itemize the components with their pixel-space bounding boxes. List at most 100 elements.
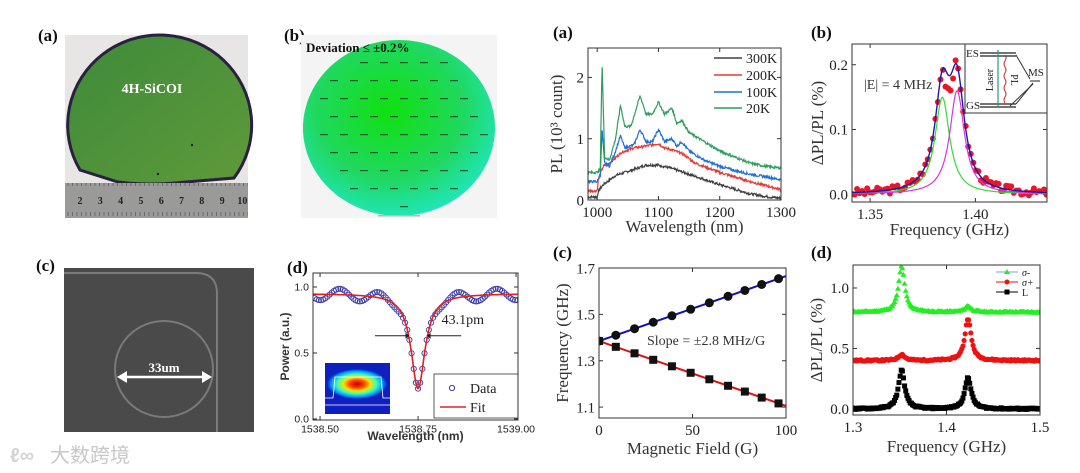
data-point: [453, 289, 460, 296]
energy-level-inset: ES GS MS Laser PL: [964, 43, 1048, 114]
axes-frame: [312, 272, 519, 421]
y-tick-label: 0.0: [294, 414, 309, 426]
measurement-point: [480, 134, 488, 136]
measurement-point: [370, 116, 378, 118]
ruler-number: 9: [220, 196, 225, 207]
decay-arrow: [1009, 83, 1034, 107]
data-point: [894, 285, 901, 291]
measurement-point: [420, 62, 428, 64]
data-point: [899, 368, 905, 374]
arrowhead-icon: [405, 332, 410, 339]
measurement-point: [430, 188, 438, 190]
ruler-number: 8: [199, 196, 204, 207]
x-tick-label: 1538.75: [399, 424, 437, 436]
data-point: [1036, 358, 1040, 364]
measurement-point: [380, 134, 388, 136]
data-point: [374, 288, 381, 296]
thickness-map-panel: (b) Deviation ≤ ±0.2%: [284, 26, 497, 218]
measurement-point: [320, 134, 328, 136]
deviation-title: Deviation ≤ ±0.2%: [306, 40, 409, 55]
measurement-point: [440, 170, 448, 172]
data-point: [968, 330, 974, 336]
data-point: [966, 376, 972, 382]
legend-label: 300K: [746, 52, 777, 67]
measurement-point: [390, 152, 398, 154]
ring-diameter-label: 33um: [148, 360, 179, 375]
y-tick-label: 0.0: [829, 187, 848, 203]
measurement-point: [440, 98, 448, 100]
photo-wafer-panel: (a) 4H-SiCOI 2 3 4 5 6 7 8 9 10: [38, 26, 254, 218]
measurement-point: [370, 152, 378, 154]
panel-label: (d): [811, 243, 832, 262]
x-tick-label: 50: [685, 423, 700, 439]
legend-label: 20K: [746, 102, 770, 117]
panel-label: (d): [287, 258, 308, 277]
measurement-point: [340, 134, 348, 136]
series-line-100K: [588, 127, 781, 185]
data-point: [315, 297, 322, 304]
y-tick-label: 0.5: [294, 348, 309, 360]
measurement-point: [460, 134, 468, 136]
data-point: [959, 398, 965, 404]
measurement-point: [400, 62, 408, 64]
data-point: [473, 298, 480, 305]
measurement-point: [410, 152, 418, 154]
measurement-point: [380, 98, 388, 100]
x-axis-label: Magnetic Field (G): [627, 439, 758, 458]
fit-line: [313, 293, 518, 390]
ruler-number: 4: [118, 196, 123, 207]
data-point: [894, 392, 900, 398]
wafer-label: 4H-SiCOI: [122, 82, 183, 97]
y-tick-label: 0.0: [830, 402, 849, 418]
polarization-chart: 1.3 1.4 1.5 0.0 0.5 1.0 Frequency (GHz) ΔPL/PL …: [807, 264, 1049, 456]
measurement-point: [350, 80, 358, 82]
data-point: [1036, 309, 1040, 315]
data-point: [969, 390, 975, 396]
data-point: [686, 368, 695, 377]
measurement-point: [440, 62, 448, 64]
data-point: [889, 303, 896, 309]
data-point: [897, 373, 903, 379]
x-tick-label: 1538.50: [301, 424, 339, 436]
pl-label: PL: [1008, 74, 1019, 86]
axes-frame: [587, 47, 782, 201]
data-point: [895, 386, 901, 392]
data-point: [774, 274, 784, 284]
measurement-point: [470, 116, 478, 118]
pl-wavy-arrow-icon: [1003, 54, 1007, 104]
data-point: [455, 288, 463, 296]
y-tick-label: 1.7: [576, 261, 595, 277]
data-point: [649, 355, 658, 364]
x-tick-label: 100: [775, 423, 798, 439]
data-point: [967, 380, 973, 386]
data-point: [967, 322, 973, 328]
series-line-300K: [588, 162, 781, 200]
y-tick-label: 0: [577, 193, 585, 209]
data-point: [899, 265, 906, 271]
data-point: [774, 399, 783, 408]
legend-label: σ-: [1022, 268, 1030, 279]
measurement-point: [450, 188, 458, 190]
measurement-point: [350, 188, 358, 190]
legend-marker-triangle-icon: [1004, 269, 1010, 274]
data-point: [950, 75, 957, 82]
measurement-point: [470, 152, 478, 154]
x-tick-label: 1.40: [962, 207, 988, 223]
measurement-point: [410, 116, 418, 118]
y-tick-label: 1.3: [576, 354, 595, 370]
legend-label: L: [1022, 288, 1028, 299]
measurement-point: [390, 80, 398, 82]
data-point: [968, 386, 974, 392]
data-point: [667, 362, 676, 371]
measurement-point: [420, 170, 428, 172]
plot-area: [853, 265, 1040, 412]
data-point: [648, 317, 658, 327]
measurement-point: [330, 80, 338, 82]
x-tick-label: 1300: [766, 205, 796, 221]
measurement-point: [400, 98, 408, 100]
data-point: [900, 271, 907, 277]
ruler-number: 3: [98, 196, 103, 207]
measurement-point: [430, 80, 438, 82]
arrowhead-icon: [426, 332, 431, 339]
